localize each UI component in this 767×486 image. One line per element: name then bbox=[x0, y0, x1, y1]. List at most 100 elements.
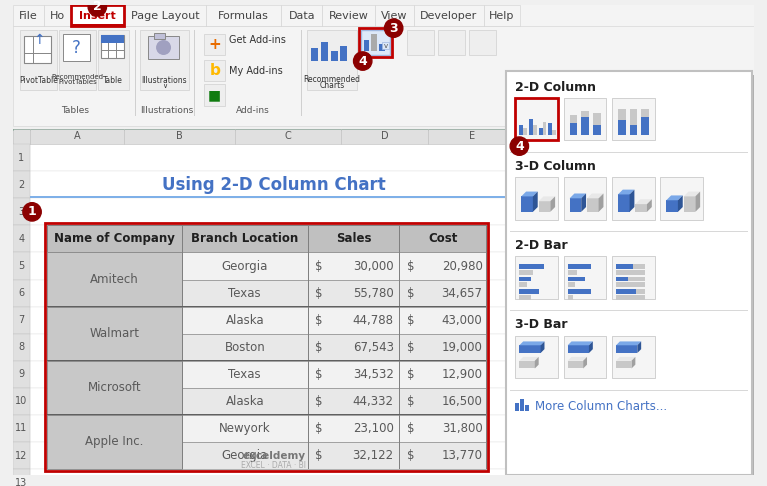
Bar bbox=[371, 34, 377, 52]
Text: Data: Data bbox=[288, 11, 315, 20]
Bar bbox=[486, 334, 488, 361]
Bar bbox=[98, 30, 129, 90]
Bar bbox=[13, 144, 30, 171]
Bar bbox=[515, 256, 558, 299]
Text: View: View bbox=[381, 11, 408, 20]
Polygon shape bbox=[541, 342, 545, 353]
Bar bbox=[429, 129, 515, 144]
Bar bbox=[30, 144, 523, 171]
Text: Developer: Developer bbox=[420, 11, 477, 20]
Text: 23,100: 23,100 bbox=[353, 422, 393, 435]
Bar bbox=[13, 442, 30, 469]
Bar bbox=[182, 226, 183, 252]
Text: Name of Company: Name of Company bbox=[54, 232, 175, 245]
Bar bbox=[618, 109, 626, 120]
Text: Sales: Sales bbox=[336, 232, 371, 245]
Bar bbox=[195, 30, 196, 116]
Text: 55,780: 55,780 bbox=[353, 287, 393, 299]
Text: Georgia: Georgia bbox=[222, 260, 268, 273]
Text: $: $ bbox=[407, 449, 415, 462]
Bar bbox=[13, 469, 30, 486]
Bar bbox=[612, 336, 655, 378]
Polygon shape bbox=[568, 357, 587, 361]
Text: 4: 4 bbox=[358, 54, 367, 68]
Bar bbox=[581, 117, 589, 135]
Text: +: + bbox=[209, 37, 221, 52]
Bar bbox=[30, 226, 523, 252]
Text: 13,770: 13,770 bbox=[442, 449, 482, 462]
Bar bbox=[13, 171, 30, 198]
Bar bbox=[30, 198, 523, 226]
Bar bbox=[47, 415, 486, 442]
Bar bbox=[570, 198, 581, 212]
Text: 2-D Bar: 2-D Bar bbox=[515, 239, 568, 252]
Bar bbox=[515, 98, 558, 140]
Bar bbox=[379, 44, 385, 52]
Bar bbox=[182, 361, 183, 388]
Bar bbox=[525, 405, 529, 411]
Text: Using 2-D Column Chart: Using 2-D Column Chart bbox=[162, 176, 386, 194]
Text: Recommended: Recommended bbox=[303, 75, 360, 84]
Bar bbox=[519, 295, 531, 300]
Polygon shape bbox=[589, 342, 593, 353]
Bar bbox=[509, 231, 749, 232]
Text: Table: Table bbox=[104, 76, 123, 85]
Text: 43,000: 43,000 bbox=[442, 313, 482, 327]
Text: 32,122: 32,122 bbox=[353, 449, 393, 462]
Polygon shape bbox=[696, 191, 700, 212]
Bar bbox=[486, 226, 488, 252]
Bar bbox=[593, 113, 601, 125]
Bar bbox=[616, 289, 637, 294]
Bar bbox=[616, 345, 637, 353]
Text: Boston: Boston bbox=[225, 341, 265, 354]
Bar bbox=[124, 129, 235, 144]
Text: 4: 4 bbox=[515, 139, 524, 153]
Bar bbox=[30, 196, 514, 198]
Bar bbox=[204, 60, 225, 81]
Bar bbox=[47, 415, 182, 469]
Text: Alaska: Alaska bbox=[225, 395, 264, 408]
Bar bbox=[564, 256, 607, 299]
Bar bbox=[364, 40, 370, 52]
Bar bbox=[520, 399, 524, 411]
Polygon shape bbox=[631, 357, 635, 368]
Text: 2: 2 bbox=[93, 0, 102, 14]
Bar bbox=[13, 129, 30, 144]
Text: $: $ bbox=[315, 449, 323, 462]
Bar bbox=[13, 388, 30, 415]
Bar bbox=[382, 42, 389, 50]
Bar bbox=[30, 129, 124, 144]
Bar bbox=[25, 53, 51, 54]
Text: 1: 1 bbox=[28, 206, 36, 218]
Bar bbox=[71, 24, 124, 26]
Bar bbox=[148, 36, 179, 59]
Text: ?: ? bbox=[72, 38, 81, 56]
Text: Illustrations: Illustrations bbox=[140, 106, 193, 115]
Text: 2-D Column: 2-D Column bbox=[515, 81, 597, 94]
Bar bbox=[509, 152, 749, 153]
Polygon shape bbox=[550, 196, 555, 212]
Text: $: $ bbox=[407, 287, 415, 299]
Text: Insert: Insert bbox=[79, 11, 116, 20]
Bar bbox=[182, 334, 183, 361]
Bar bbox=[616, 361, 631, 368]
Polygon shape bbox=[583, 357, 587, 368]
Polygon shape bbox=[538, 196, 555, 201]
Polygon shape bbox=[630, 190, 634, 212]
Bar bbox=[469, 30, 496, 55]
Polygon shape bbox=[678, 195, 683, 212]
Bar bbox=[618, 120, 626, 135]
Polygon shape bbox=[587, 193, 604, 198]
Bar bbox=[564, 98, 607, 140]
Bar bbox=[519, 345, 541, 353]
Bar bbox=[515, 177, 558, 220]
Text: $: $ bbox=[315, 341, 323, 354]
Text: $: $ bbox=[407, 260, 415, 273]
Text: Get Add-ins: Get Add-ins bbox=[229, 35, 286, 45]
Bar bbox=[515, 98, 558, 140]
Bar bbox=[47, 279, 486, 307]
Bar bbox=[568, 264, 591, 269]
Text: v: v bbox=[384, 43, 388, 49]
Bar bbox=[483, 5, 520, 26]
Text: 9: 9 bbox=[18, 369, 25, 379]
